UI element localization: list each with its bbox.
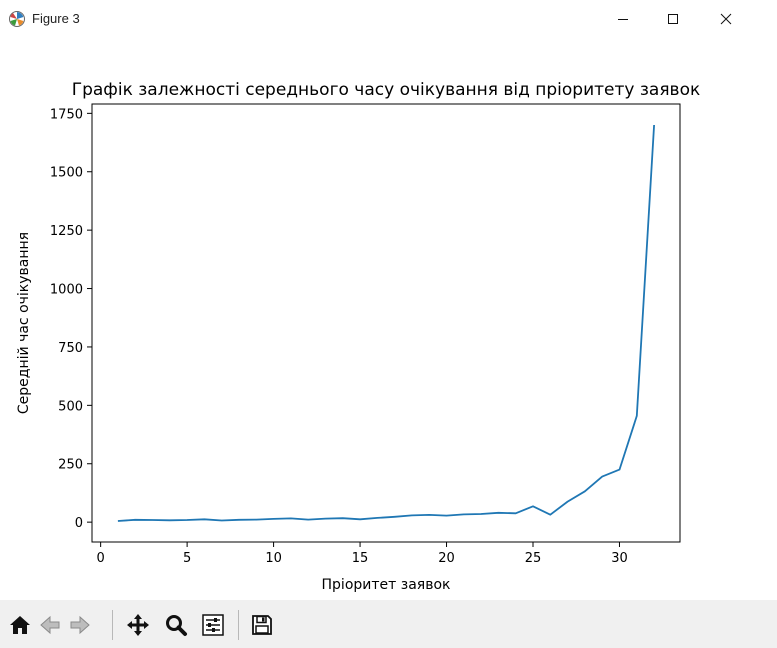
configure-subplots-button[interactable] — [199, 611, 227, 639]
x-tick-label: 10 — [265, 551, 282, 566]
y-tick-label: 1250 — [50, 224, 83, 239]
forward-button[interactable] — [66, 611, 94, 639]
figure-canvas[interactable]: Графік залежності середнього часу очікув… — [0, 38, 777, 598]
pan-button[interactable] — [124, 611, 152, 639]
home-icon — [10, 616, 30, 634]
pan-icon — [127, 614, 149, 636]
toolbar-separator — [112, 610, 113, 640]
save-button[interactable] — [248, 611, 276, 639]
maximize-button[interactable] — [650, 0, 696, 38]
configure-subplots-icon — [202, 614, 224, 636]
line-chart: Графік залежності середнього часу очікув… — [16, 80, 701, 593]
title-bar: Figure 3 — [0, 0, 777, 38]
close-icon — [720, 13, 732, 25]
axes-frame — [91, 103, 681, 543]
y-tick-label: 750 — [58, 341, 83, 356]
y-tick-label: 0 — [75, 516, 83, 531]
close-button[interactable] — [703, 0, 749, 38]
x-tick-label: 5 — [183, 551, 191, 566]
x-axis: 0 5 10 15 20 25 30 — [97, 542, 628, 566]
x-axis-label: Пріоритет заявок — [322, 577, 451, 593]
maximize-icon — [668, 14, 678, 24]
y-axis-label: Середній час очікування — [16, 232, 32, 414]
forward-icon — [70, 615, 90, 635]
x-tick-label: 15 — [352, 551, 369, 566]
matplotlib-icon — [8, 10, 26, 28]
toolbar-separator — [238, 610, 239, 640]
save-icon — [252, 615, 272, 635]
chart-title: Графік залежності середнього часу очікув… — [72, 80, 701, 100]
navigation-toolbar — [0, 600, 777, 648]
x-tick-label: 20 — [438, 551, 455, 566]
y-tick-label: 500 — [58, 399, 83, 414]
window-title: Figure 3 — [32, 11, 80, 26]
zoom-button[interactable] — [162, 611, 190, 639]
series-line — [117, 124, 655, 522]
y-tick-label: 250 — [58, 458, 83, 473]
back-icon — [40, 615, 60, 635]
zoom-icon — [166, 615, 187, 636]
y-axis: 0 250 500 750 1000 1250 1500 1750 — [50, 107, 92, 531]
minimize-icon — [618, 19, 628, 20]
x-tick-label: 30 — [611, 551, 628, 566]
x-tick-label: 25 — [525, 551, 542, 566]
back-button[interactable] — [36, 611, 64, 639]
y-tick-label: 1500 — [50, 166, 83, 181]
y-tick-label: 1000 — [50, 283, 83, 298]
y-tick-label: 1750 — [50, 107, 83, 122]
x-tick-label: 0 — [97, 551, 105, 566]
home-button[interactable] — [6, 611, 34, 639]
minimize-button[interactable] — [600, 0, 646, 38]
